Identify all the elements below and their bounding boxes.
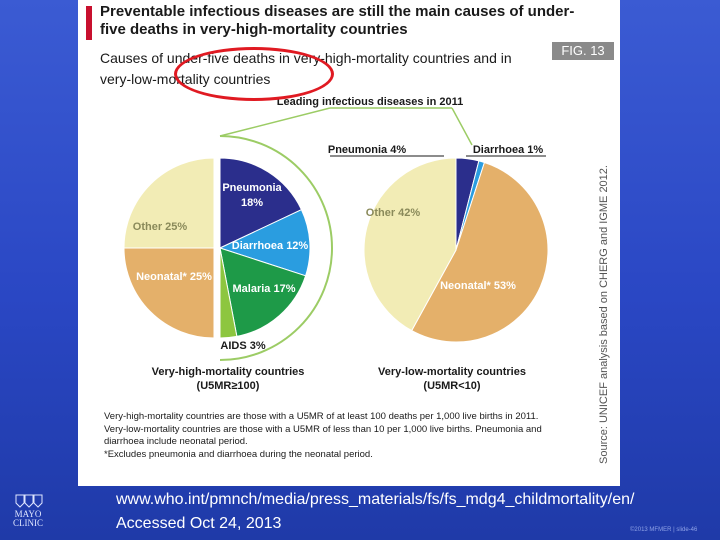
footer-reference: www.who.int/pmnch/media/press_materials/… — [116, 488, 716, 536]
label-left-pneumonia-value: 18% — [241, 197, 263, 209]
logo-text: MAYO CLINIC — [13, 509, 43, 528]
annotation-circle — [174, 47, 334, 101]
slice-left-other — [123, 157, 215, 249]
header-accent-bar — [86, 6, 92, 40]
footnote-1: Very-high-mortality countries are those … — [104, 411, 539, 422]
slide-header: Preventable infectious diseases are stil… — [100, 3, 575, 38]
title-left: Very-high-mortality countries — [152, 366, 305, 378]
slice-right-neonatal — [410, 161, 549, 343]
copyright: ©2013 MFMER | slide-46 — [630, 527, 698, 533]
footer-accessed: Accessed Oct 24, 2013 — [116, 515, 282, 532]
connector-line-right — [451, 107, 473, 146]
label-left-diarrhoea: Diarrhoea 12% — [232, 240, 309, 252]
slice-left-diarrhoea — [218, 209, 311, 277]
slice-left-pneumonia — [219, 157, 303, 249]
connector-line-left — [219, 107, 331, 137]
footnote-3: *Excludes pneumonia and diarrhoea during… — [104, 448, 373, 460]
mayo-logo: MAYO CLINIC — [8, 494, 48, 528]
label-right-other: Other 42% — [366, 207, 421, 219]
footer-url: www.who.int/pmnch/media/press_materials/… — [116, 491, 635, 508]
label-left-aids: AIDS 3% — [220, 340, 265, 352]
slice-left-neonatal — [123, 247, 215, 339]
title-right-sub: (U5MR<10) — [423, 380, 480, 392]
group-label: Leading infectious diseases in 2011 — [277, 96, 463, 108]
label-left-neonatal: Neonatal* 25% — [136, 271, 212, 283]
figure-label: FIG. 13 — [552, 42, 614, 60]
label-right-diarrhoea: Diarrhoea 1% — [473, 144, 544, 156]
title-left-sub: (U5MR≥100) — [197, 380, 260, 392]
label-left-malaria: Malaria 17% — [233, 283, 296, 295]
slice-right-other — [363, 157, 457, 332]
title-right: Very-low-mortality countries — [378, 366, 526, 378]
label-right-neonatal: Neonatal* 53% — [440, 280, 516, 292]
infectious-bracket — [219, 135, 333, 361]
label-right-pneumonia: Pneumonia 4% — [328, 144, 406, 156]
label-left-other: Other 25% — [133, 221, 188, 233]
slice-left-malaria — [219, 247, 307, 337]
shield-icon — [15, 494, 43, 508]
slice-left-aids — [219, 247, 238, 339]
label-left-pneumonia-name: Pneumonia — [222, 182, 282, 194]
footnotes: Very-high-mortality countries are those … — [104, 411, 584, 461]
footnote-2: Very-low-mortality countries are those w… — [104, 423, 542, 448]
